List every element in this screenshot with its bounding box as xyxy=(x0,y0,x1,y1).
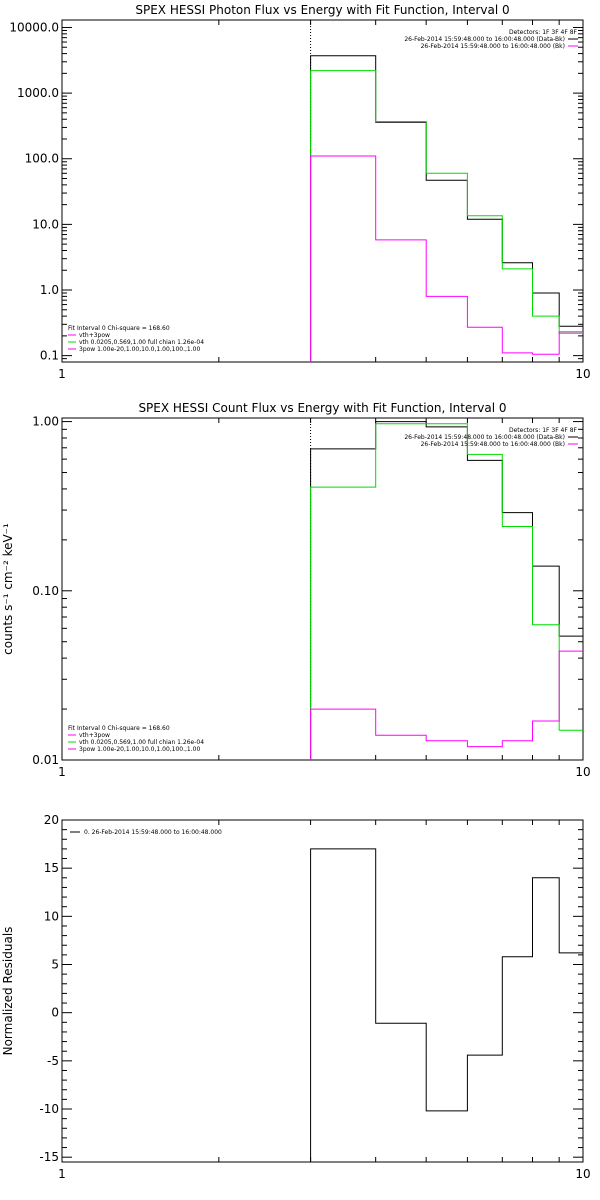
histogram-series-2 xyxy=(310,650,583,760)
x-tick-label: 1 xyxy=(58,1167,66,1181)
panel-0: SPEX HESSI Photon Flux vs Energy with Fi… xyxy=(9,3,590,381)
fit-legend-entry: vth+3pow xyxy=(79,332,110,339)
y-tick-label: 15 xyxy=(44,861,59,875)
histogram-series-2 xyxy=(310,155,583,362)
histogram-series-0 xyxy=(310,848,583,1162)
legend-entry: 26-Feb-2014 15:59:48.000 to 16:00:48.000… xyxy=(404,36,565,43)
y-tick-label: 20 xyxy=(44,813,59,827)
x-tick-label: 10 xyxy=(575,765,590,779)
chart-title: SPEX HESSI Count Flux vs Energy with Fit… xyxy=(138,401,506,415)
legend-entry: 26-Feb-2014 15:59:48.000 to 16:00:48.000… xyxy=(404,434,565,441)
histogram-series-1 xyxy=(310,423,583,760)
fit-legend-entry: 3pow 1.00e-20,1.00,10.0,1.00,100.,1.00 xyxy=(79,746,200,753)
y-tick-label: 0.1 xyxy=(40,349,59,363)
x-tick-label: 10 xyxy=(575,1167,590,1181)
fit-legend-entry: Fit Interval 0 Chi-square = 168.60 xyxy=(68,325,170,332)
y-axis-label: Normalized Residuals xyxy=(1,927,15,1056)
y-tick-label: -15 xyxy=(39,1150,59,1164)
y-tick-label: -5 xyxy=(47,1054,59,1068)
fit-legend-entry: 3pow 1.00e-20,1.00,10.0,1.00,100.,1.00 xyxy=(79,346,200,353)
plot-frame xyxy=(61,19,584,363)
panel-2: Normalized Residuals -15 -10 -5 0 5 10 15 20 1 10 0… xyxy=(1,813,591,1181)
y-tick-label: 0.10 xyxy=(32,584,59,598)
x-tick-label: 1 xyxy=(58,765,66,779)
y-tick-label: 100.0 xyxy=(25,152,59,166)
legend-entry: 0. 26-Feb-2014 15:59:48.000 to 16:00:48.… xyxy=(84,829,222,836)
x-tick-label: 1 xyxy=(58,367,66,381)
x-tick-label: 10 xyxy=(575,367,590,381)
y-tick-label: 0 xyxy=(51,1006,59,1020)
fit-legend-entry: vth 0.0205,0.569,1.00 full chian 1.26e-0… xyxy=(79,339,204,346)
y-tick-label: 0.01 xyxy=(32,753,59,767)
legend-entry: Detectors: 1F 3F 4F 8F xyxy=(509,427,578,434)
y-tick-label: 5 xyxy=(51,958,59,972)
histogram-series-1 xyxy=(310,70,583,362)
fit-legend-entry: Fit Interval 0 Chi-square = 168.60 xyxy=(68,725,170,732)
y-tick-label: 1000.0 xyxy=(17,86,59,100)
legend-entry: Detectors: 1F 3F 4F 8F xyxy=(509,29,578,36)
y-tick-label: 10 xyxy=(44,909,59,923)
fit-legend-entry: vth 0.0205,0.569,1.00 full chian 1.26e-0… xyxy=(79,739,204,746)
y-tick-label: -10 xyxy=(39,1102,59,1116)
plot-frame xyxy=(61,417,584,761)
y-tick-label: 10.0 xyxy=(32,217,59,231)
y-tick-label: 1.00 xyxy=(32,415,59,429)
y-axis-label: counts s⁻¹ cm⁻² keV⁻¹ xyxy=(1,523,15,655)
chart-title: SPEX HESSI Photon Flux vs Energy with Fi… xyxy=(135,3,509,17)
fit-legend-entry: vth+3pow xyxy=(79,732,110,739)
legend-entry: 26-Feb-2014 15:59:48.000 to 16:00:48.000… xyxy=(421,43,565,50)
y-tick-label: 1.0 xyxy=(40,283,59,297)
y-tick-label: 10000.0 xyxy=(9,20,59,34)
legend-entry: 26-Feb-2014 15:59:48.000 to 16:00:48.000… xyxy=(421,441,565,448)
panel-1: SPEX HESSI Count Flux vs Energy with Fit… xyxy=(1,401,591,779)
plot-frame xyxy=(61,819,584,1163)
